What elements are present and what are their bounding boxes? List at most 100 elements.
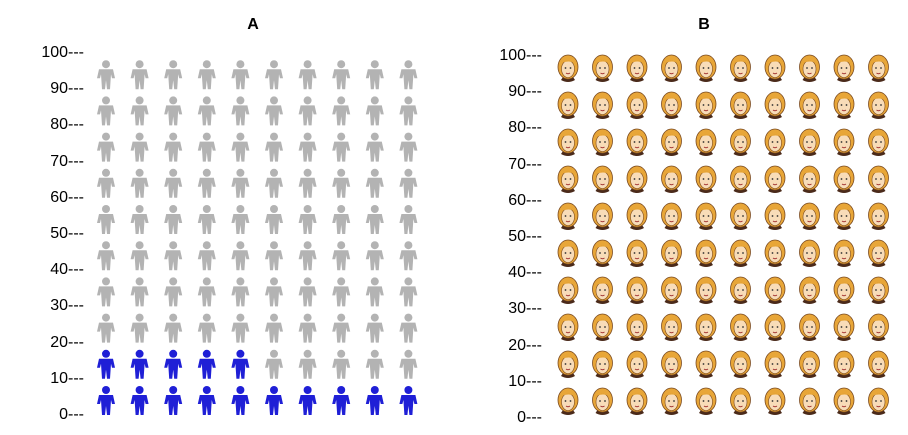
woman-face-icon bbox=[833, 276, 855, 304]
woman-face-icon bbox=[626, 54, 648, 82]
person-pictogram-icon bbox=[265, 241, 283, 271]
woman-face-icon bbox=[799, 54, 820, 82]
person-pictogram-icon bbox=[197, 277, 216, 307]
y-tick-label: 70--- bbox=[508, 155, 542, 173]
woman-face-icon bbox=[764, 276, 786, 304]
person-pictogram-icon bbox=[197, 313, 216, 343]
woman-face-icon bbox=[868, 202, 889, 230]
woman-face-icon bbox=[764, 239, 786, 267]
woman-face-icon bbox=[730, 202, 751, 230]
person-pictogram-icon bbox=[97, 96, 115, 126]
person-pictogram-icon bbox=[365, 60, 384, 90]
person-pictogram-icon bbox=[365, 132, 384, 162]
person-pictogram-icon bbox=[164, 313, 183, 343]
person-pictogram-icon bbox=[265, 96, 283, 126]
person-pictogram-icon bbox=[265, 132, 283, 162]
woman-face-icon bbox=[661, 202, 682, 230]
person-pictogram-icon bbox=[97, 241, 115, 271]
person-pictogram-icon bbox=[298, 241, 317, 271]
person-pictogram-icon bbox=[399, 241, 418, 271]
person-pictogram-icon bbox=[164, 205, 183, 234]
woman-face-icon bbox=[695, 165, 717, 193]
y-tick-label: 100--- bbox=[499, 47, 542, 64]
person-pictogram-icon bbox=[365, 349, 384, 379]
woman-face-icon bbox=[557, 128, 579, 156]
y-tick-label: 60--- bbox=[508, 191, 542, 209]
person-pictogram-icon bbox=[298, 168, 317, 198]
woman-face-icon bbox=[592, 276, 613, 304]
woman-face-icon bbox=[695, 350, 717, 378]
person-pictogram-icon bbox=[265, 168, 283, 198]
person-pictogram-icon bbox=[130, 168, 149, 198]
person-pictogram-icon bbox=[298, 60, 317, 90]
person-pictogram-icon bbox=[365, 168, 384, 198]
person-pictogram-icon bbox=[365, 241, 384, 271]
person-pictogram-icon bbox=[197, 349, 216, 379]
woman-face-icon bbox=[868, 313, 889, 341]
person-pictogram-icon bbox=[231, 386, 250, 415]
woman-face-icon bbox=[592, 239, 613, 267]
person-pictogram-icon bbox=[332, 60, 351, 90]
person-pictogram-icon bbox=[265, 313, 283, 343]
person-pictogram-icon bbox=[332, 313, 351, 343]
woman-face-icon bbox=[557, 276, 579, 304]
person-pictogram-icon bbox=[298, 349, 317, 379]
woman-face-icon bbox=[764, 128, 786, 156]
woman-face-icon bbox=[868, 276, 889, 304]
woman-face-icon bbox=[626, 128, 648, 156]
person-pictogram-icon bbox=[164, 132, 183, 162]
person-pictogram-icon bbox=[130, 277, 149, 307]
woman-face-icon bbox=[695, 128, 717, 156]
woman-face-icon bbox=[661, 128, 682, 156]
person-pictogram-icon bbox=[265, 349, 283, 379]
person-pictogram-icon bbox=[265, 60, 283, 90]
y-tick-label: 10--- bbox=[508, 372, 542, 390]
person-pictogram-icon bbox=[164, 241, 183, 271]
woman-face-icon bbox=[661, 165, 682, 193]
person-pictogram-icon bbox=[365, 96, 384, 126]
woman-face-icon bbox=[557, 350, 579, 378]
person-pictogram-icon bbox=[231, 277, 250, 307]
woman-face-icon bbox=[626, 350, 648, 378]
person-pictogram-icon bbox=[298, 386, 317, 415]
woman-face-icon bbox=[695, 276, 717, 304]
woman-face-icon bbox=[730, 276, 751, 304]
woman-face-icon bbox=[592, 165, 613, 193]
woman-face-icon bbox=[695, 202, 717, 230]
woman-face-icon bbox=[557, 313, 579, 341]
person-pictogram-icon bbox=[365, 313, 384, 343]
woman-face-icon bbox=[557, 202, 579, 230]
y-tick-label: 10--- bbox=[50, 369, 84, 387]
y-tick-label: 100--- bbox=[41, 44, 84, 61]
woman-face-icon bbox=[799, 313, 820, 341]
woman-face-icon bbox=[626, 165, 648, 193]
person-pictogram-icon bbox=[97, 277, 115, 307]
person-pictogram-icon bbox=[332, 241, 351, 271]
woman-face-icon bbox=[799, 165, 820, 193]
y-tick-label: 20--- bbox=[50, 333, 84, 351]
woman-face-icon bbox=[592, 313, 613, 341]
person-pictogram-icon bbox=[130, 386, 149, 415]
woman-face-icon bbox=[868, 350, 889, 378]
person-pictogram-icon bbox=[399, 132, 418, 162]
woman-face-icon bbox=[764, 313, 786, 341]
person-pictogram-icon bbox=[332, 277, 351, 307]
y-tick-label: 30--- bbox=[50, 297, 84, 315]
woman-face-icon bbox=[557, 387, 579, 415]
woman-face-icon bbox=[661, 313, 682, 341]
y-tick-label: 30--- bbox=[508, 300, 542, 318]
woman-face-icon bbox=[868, 128, 889, 156]
woman-face-icon bbox=[626, 276, 648, 304]
person-pictogram-icon bbox=[130, 132, 149, 162]
woman-face-icon bbox=[730, 91, 751, 119]
person-pictogram-icon bbox=[231, 96, 250, 126]
y-tick-label: 0--- bbox=[59, 406, 84, 423]
woman-face-icon bbox=[868, 239, 889, 267]
woman-face-icon bbox=[626, 202, 648, 230]
person-pictogram-icon bbox=[130, 313, 149, 343]
person-pictogram-icon bbox=[197, 132, 216, 162]
woman-face-icon bbox=[833, 387, 855, 415]
person-pictogram-icon bbox=[197, 205, 216, 234]
woman-face-icon bbox=[764, 387, 786, 415]
